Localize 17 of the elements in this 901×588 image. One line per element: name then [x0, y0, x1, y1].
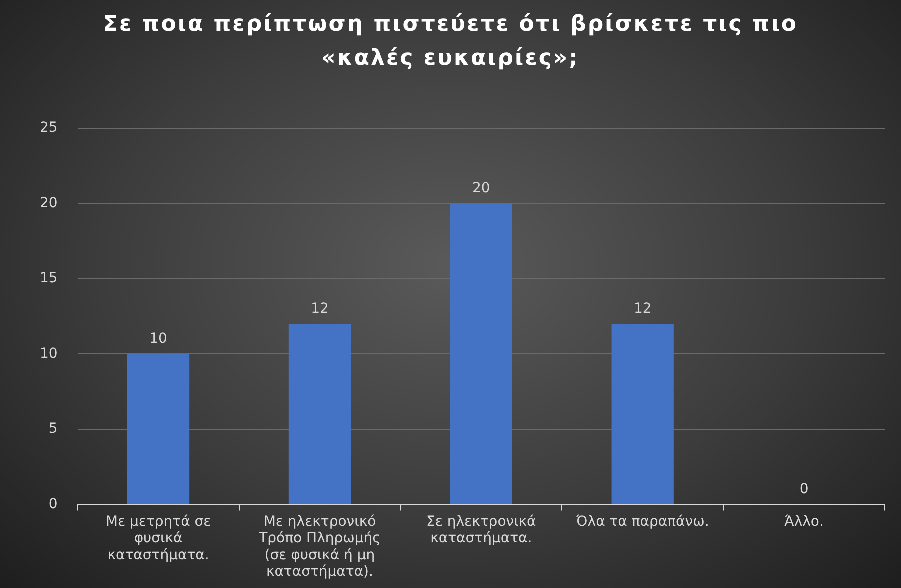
x-tick-label: Με ηλεκτρονικό Τρόπο Πληρωμής (σε φυσικά ή μη καταστήματα).	[258, 514, 381, 580]
data-label: 12	[311, 300, 329, 317]
x-tick-label: Σε ηλεκτρονικά καταστήματα.	[426, 514, 536, 547]
data-label: 0	[800, 481, 809, 498]
y-tick-label: 15	[40, 270, 58, 287]
x-tick-label: Όλα τα παραπάνω.	[575, 514, 710, 530]
y-tick-label: 0	[48, 496, 58, 512]
chart-title: Σε ποια περίπτωση πιστεύετε ότι βρίσκετε τις πιο «καλές ευκαιρίες»;	[102, 11, 800, 73]
data-label: 12	[634, 300, 652, 317]
y-tick-label: 20	[40, 195, 58, 212]
y-tick-label: 5	[48, 421, 58, 438]
x-tick-label: Με μετρητά σε φυσικά καταστήματα.	[106, 514, 212, 564]
x-tick-label: Άλλο.	[784, 514, 824, 530]
y-tick-label: 25	[40, 120, 58, 136]
data-label: 20	[472, 180, 490, 196]
y-tick-label: 10	[40, 346, 58, 362]
data-label: 10	[150, 330, 168, 347]
